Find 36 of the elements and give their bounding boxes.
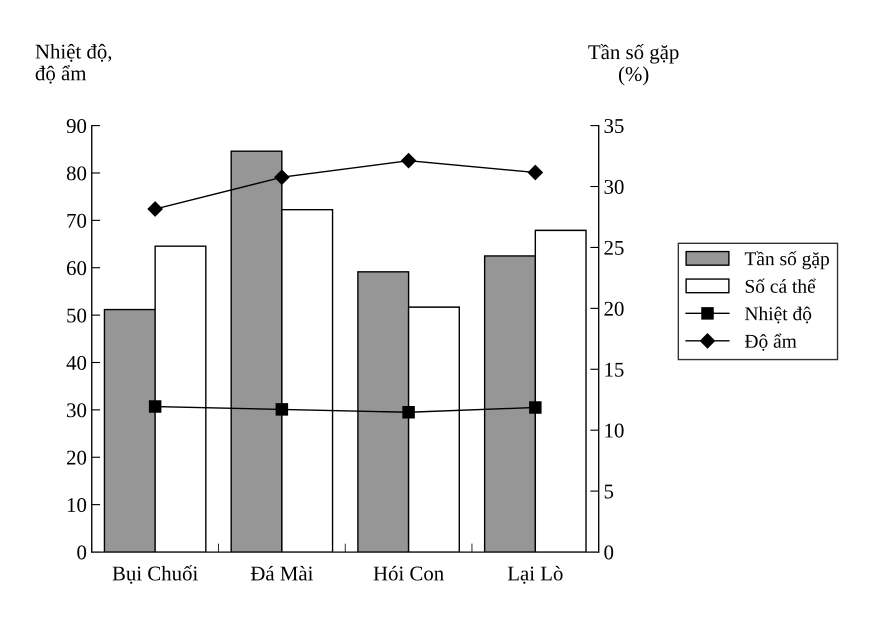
y2-tick-label: 35	[604, 119, 624, 134]
y2-tick-label: 15	[605, 362, 624, 377]
point	[274, 170, 290, 185]
point	[148, 201, 163, 217]
y-tick-label: 90	[66, 118, 86, 134]
y-tick-label: 20	[66, 450, 86, 465]
y2-axis-title: Tần số gặp (%)	[588, 44, 679, 86]
y2-tick-label: 0	[604, 545, 614, 560]
point	[148, 400, 162, 413]
point	[528, 164, 543, 180]
x-tick-label: Bụi Chuối	[112, 565, 198, 584]
y-tick-label: 10	[68, 498, 86, 512]
y2-tick-label: 10	[605, 424, 624, 438]
x-tick-label: Lại Lò	[508, 566, 563, 584]
y-tick-label: 30	[67, 403, 86, 418]
x-tick-label: Hói Con	[374, 566, 444, 581]
legend-label: Độ ẩm	[744, 334, 797, 351]
legend-label: Nhiệt độ	[745, 306, 812, 324]
y-tick-label: 50	[67, 308, 86, 323]
x-tick-label: Đá Mài	[250, 566, 313, 581]
y-tick-label: 60	[66, 261, 86, 276]
point	[401, 153, 416, 168]
point	[529, 401, 542, 414]
y2-tick-label: 25	[604, 240, 624, 255]
point	[402, 406, 415, 418]
y-tick-label: 0	[77, 545, 86, 560]
y2-tick-label: 20	[604, 302, 624, 316]
legend-label: Tần số gặp	[744, 251, 829, 270]
y-axis-title: Nhiệt độ, độ ẩm	[36, 44, 112, 84]
point	[276, 403, 288, 416]
y2-tick-label: 5	[604, 484, 614, 499]
y-tick-label: 80	[66, 166, 86, 180]
y2-tick-label: 30	[604, 180, 624, 194]
y-tick-label: 40	[66, 356, 86, 370]
legend-label: Số cá thể	[746, 278, 816, 293]
y-tick-label: 70	[67, 214, 86, 228]
